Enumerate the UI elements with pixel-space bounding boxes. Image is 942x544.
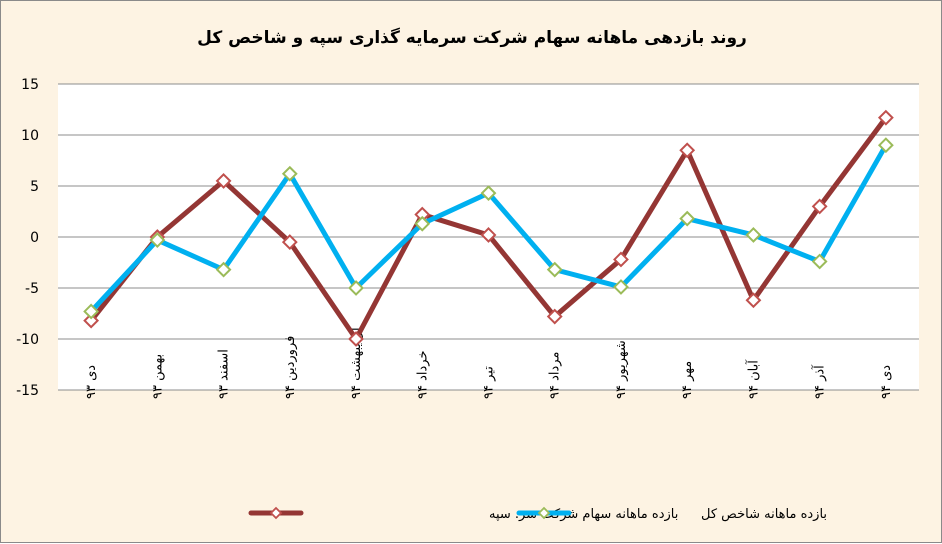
data-point-marker — [613, 279, 629, 295]
legend-label: بازده ماهانه شاخص کل — [701, 507, 827, 522]
data-point-marker — [546, 308, 563, 325]
x-tick-label: شهریور ۹۴ — [614, 340, 629, 399]
data-point-marker — [480, 227, 497, 243]
series-lines — [83, 109, 894, 347]
y-tick-label: 5 — [30, 179, 39, 195]
data-point-marker — [679, 142, 696, 159]
x-tick-label: فروردین ۹۴ — [283, 336, 298, 399]
data-point-marker — [83, 303, 100, 320]
data-point-marker — [215, 172, 232, 189]
y-axis-ticks: 15 10 5 0 -5 -10 -15 — [16, 77, 39, 399]
y-tick-label: -10 — [16, 332, 39, 348]
x-tick-label: بهمن ۹۳ — [150, 354, 165, 399]
data-point-marker — [348, 331, 364, 347]
x-tick-label: آذر ۹۴ — [811, 364, 828, 399]
data-point-marker — [281, 165, 298, 182]
data-point-marker — [83, 312, 100, 329]
x-tick-label: تیر ۹۴ — [482, 366, 497, 399]
data-point-marker — [811, 198, 828, 215]
legend-swatch-marker — [269, 506, 283, 520]
x-axis-ticks: دی ۹۳ بهمن ۹۳ اسفند ۹۳ فروردین ۹۴ اردیبهشت ۹… — [84, 327, 894, 399]
y-tick-label: 10 — [21, 128, 39, 144]
data-point-marker — [546, 261, 563, 278]
y-tick-label: -15 — [16, 383, 39, 399]
data-point-marker — [877, 109, 894, 126]
data-point-marker — [745, 292, 762, 309]
x-tick-label: اردیبهشت ۹۴ — [349, 327, 364, 399]
x-tick-label: دی ۹۴ — [879, 365, 894, 399]
legend: بازده ماهانه سهام شرکت سر. سپه بازده ماها… — [248, 506, 827, 522]
data-point-marker — [215, 261, 232, 278]
x-tick-label: اسفند ۹۳ — [217, 349, 232, 399]
data-point-marker — [149, 232, 166, 248]
x-tick-label: مهر ۹۴ — [680, 361, 695, 399]
data-point-marker — [679, 210, 696, 227]
x-tick-label: آبان ۹۴ — [744, 359, 761, 399]
y-tick-label: -5 — [25, 281, 39, 297]
x-tick-label: دی ۹۳ — [84, 365, 99, 399]
y-tick-label: 0 — [30, 230, 39, 246]
legend-swatch-marker — [537, 506, 551, 520]
data-point-marker — [281, 234, 298, 251]
data-point-marker — [811, 253, 828, 270]
data-point-marker — [480, 185, 497, 202]
data-point-marker — [414, 215, 431, 232]
x-tick-label: خرداد ۹۴ — [415, 351, 430, 400]
data-point-marker — [877, 137, 894, 154]
y-tick-label: 15 — [21, 77, 39, 93]
chart-title: روند بازدهی ماهانه سهام شرکت سرمایه گذار… — [197, 27, 747, 48]
x-tick-label: مرداد ۹۴ — [548, 352, 563, 399]
data-point-marker — [348, 280, 364, 296]
data-point-marker — [613, 251, 629, 268]
data-point-marker — [745, 227, 762, 243]
